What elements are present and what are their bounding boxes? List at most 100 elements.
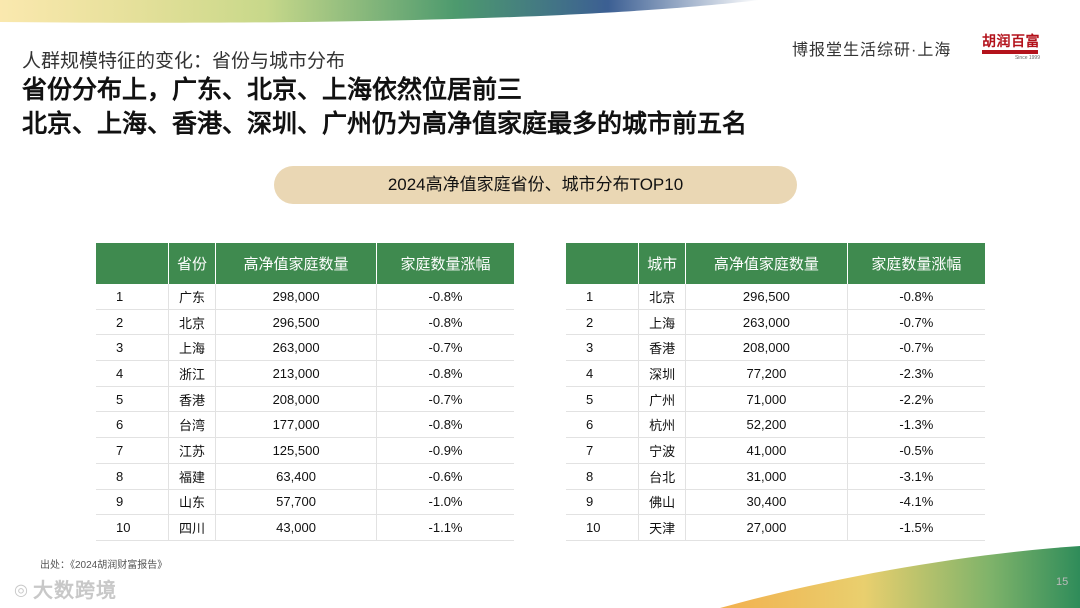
growth-cell: -3.1% xyxy=(847,463,985,490)
count-cell: 208,000 xyxy=(685,334,848,362)
growth-cell: -0.8% xyxy=(376,360,514,387)
household-count-header: 高净值家庭数量 xyxy=(215,243,378,284)
rank-header xyxy=(96,243,169,284)
count-cell: 77,200 xyxy=(685,360,848,387)
growth-cell: -1.3% xyxy=(847,411,985,439)
growth-cell: -0.8% xyxy=(847,284,985,310)
city-cell: 广州 xyxy=(638,386,687,413)
province-cell: 江苏 xyxy=(168,437,217,464)
rank-cell: 4 xyxy=(566,360,639,387)
province-cell: 福建 xyxy=(168,463,217,490)
growth-header: 家庭数量涨幅 xyxy=(376,243,514,284)
table-row: 6 杭州 52,200 -1.3% xyxy=(566,411,985,439)
section-subtitle: 人群规模特征的变化：省份与城市分布 xyxy=(22,51,346,72)
province-table: 省份 高净值家庭数量 家庭数量涨幅 1 广东 298,000 -0.8% 2 北京 296… xyxy=(96,243,514,541)
growth-cell: -0.7% xyxy=(376,334,514,362)
city-cell: 宁波 xyxy=(638,437,687,464)
table-row: 10 天津 27,000 -1.5% xyxy=(566,514,985,541)
count-cell: 263,000 xyxy=(215,334,378,362)
count-cell: 31,000 xyxy=(685,463,848,490)
table-row: 1 北京 296,500 -0.8% xyxy=(566,284,985,310)
rank-cell: 6 xyxy=(566,411,639,439)
growth-cell: -1.1% xyxy=(376,514,514,541)
table-row: 6 台湾 177,000 -0.8% xyxy=(96,411,514,439)
city-table: 城市 高净值家庭数量 家庭数量涨幅 1 北京 296,500 -0.8% 2 上海 263… xyxy=(566,243,985,541)
city-cell: 台北 xyxy=(638,463,687,490)
table-row: 9 山东 57,700 -1.0% xyxy=(96,489,514,516)
growth-cell: -2.3% xyxy=(847,360,985,387)
growth-cell: -1.5% xyxy=(847,514,985,541)
count-cell: 52,200 xyxy=(685,411,848,439)
growth-cell: -0.8% xyxy=(376,309,514,336)
table-row: 8 福建 63,400 -0.6% xyxy=(96,463,514,490)
table-row: 8 台北 31,000 -3.1% xyxy=(566,463,985,490)
rank-cell: 6 xyxy=(96,411,169,439)
city-cell: 天津 xyxy=(638,514,687,541)
rank-cell: 1 xyxy=(566,284,639,310)
table-row: 2 上海 263,000 -0.7% xyxy=(566,309,985,336)
logo-since: Since 1999 xyxy=(1014,55,1040,61)
growth-header: 家庭数量涨幅 xyxy=(847,243,985,284)
table-row: 4 浙江 213,000 -0.8% xyxy=(96,360,514,387)
watermark-text: 大数跨境 xyxy=(32,580,117,602)
province-table-body: 1 广东 298,000 -0.8% 2 北京 296,500 -0.8% 3 上海 263,0… xyxy=(96,284,514,541)
rank-cell: 8 xyxy=(566,463,639,490)
city-cell: 香港 xyxy=(638,334,687,362)
count-cell: 43,000 xyxy=(215,514,378,541)
growth-cell: -0.8% xyxy=(376,284,514,310)
province-cell: 香港 xyxy=(168,386,217,413)
city-cell: 北京 xyxy=(638,284,687,310)
rank-cell: 5 xyxy=(566,386,639,413)
rank-cell: 10 xyxy=(96,514,169,541)
growth-cell: -0.7% xyxy=(847,309,985,336)
count-cell: 30,400 xyxy=(685,489,848,516)
count-cell: 57,700 xyxy=(215,489,378,516)
growth-cell: -0.7% xyxy=(376,386,514,413)
rank-cell: 8 xyxy=(96,463,169,490)
brand-text: 博报堂生活综研·上海 xyxy=(792,42,952,59)
headline-line-1: 省份分布上，广东、北京、上海依然位居前三 xyxy=(22,76,523,104)
rank-cell: 1 xyxy=(96,284,169,310)
rank-header xyxy=(566,243,639,284)
province-cell: 浙江 xyxy=(168,360,217,387)
table-row: 3 香港 208,000 -0.7% xyxy=(566,334,985,362)
logo-name: 胡润百富 xyxy=(982,33,1040,49)
rank-cell: 9 xyxy=(566,489,639,516)
growth-cell: -0.5% xyxy=(847,437,985,464)
growth-cell: -0.7% xyxy=(847,334,985,362)
province-header: 省份 xyxy=(168,243,217,284)
count-cell: 298,000 xyxy=(215,284,378,310)
province-cell: 四川 xyxy=(168,514,217,541)
household-count-header: 高净值家庭数量 xyxy=(685,243,848,284)
growth-cell: -4.1% xyxy=(847,489,985,516)
rank-cell: 9 xyxy=(96,489,169,516)
city-table-header-row: 城市 高净值家庭数量 家庭数量涨幅 xyxy=(566,243,985,284)
rank-cell: 3 xyxy=(566,334,639,362)
growth-cell: -1.0% xyxy=(376,489,514,516)
rank-cell: 2 xyxy=(96,309,169,336)
growth-cell: -0.6% xyxy=(376,463,514,490)
table-row: 10 四川 43,000 -1.1% xyxy=(96,514,514,541)
rank-cell: 4 xyxy=(96,360,169,387)
page-number: 15 xyxy=(1056,576,1069,588)
rank-cell: 7 xyxy=(96,437,169,464)
logo-bar xyxy=(982,50,1038,54)
count-cell: 296,500 xyxy=(685,284,848,310)
count-cell: 27,000 xyxy=(685,514,848,541)
table-row: 1 广东 298,000 -0.8% xyxy=(96,284,514,310)
source-note: 出处：《2024胡润财富报告》 xyxy=(40,560,168,571)
city-cell: 杭州 xyxy=(638,411,687,439)
table-row: 2 北京 296,500 -0.8% xyxy=(96,309,514,336)
province-table-header-row: 省份 高净值家庭数量 家庭数量涨幅 xyxy=(96,243,514,284)
growth-cell: -2.2% xyxy=(847,386,985,413)
count-cell: 63,400 xyxy=(215,463,378,490)
rank-cell: 10 xyxy=(566,514,639,541)
rank-cell: 2 xyxy=(566,309,639,336)
table-row: 3 上海 263,000 -0.7% xyxy=(96,334,514,362)
rank-cell: 5 xyxy=(96,386,169,413)
count-cell: 213,000 xyxy=(215,360,378,387)
top-gradient-band xyxy=(0,0,760,23)
table-row: 9 佛山 30,400 -4.1% xyxy=(566,489,985,516)
city-cell: 上海 xyxy=(638,309,687,336)
table-row: 5 香港 208,000 -0.7% xyxy=(96,386,514,413)
